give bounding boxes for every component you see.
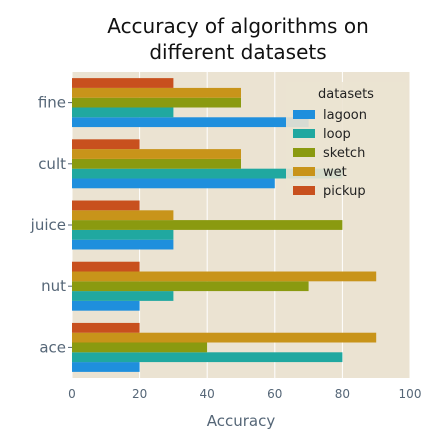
bar-fine-wet: [72, 87, 241, 98]
bar-cult-pickup: [72, 139, 140, 150]
legend-label-lagoon: lagoon: [323, 108, 367, 123]
category-label: ace: [39, 338, 66, 356]
bar-juice-wet: [72, 210, 174, 221]
legend-box: [286, 82, 407, 190]
legend-swatch-lagoon: [293, 110, 315, 119]
bar-ace-pickup: [72, 322, 140, 333]
bar-fine-loop: [72, 107, 174, 118]
x-tick-label: 0: [68, 387, 76, 401]
legend-swatch-loop: [293, 129, 315, 138]
bar-nut-pickup: [72, 261, 140, 272]
category-label: cult: [38, 155, 66, 173]
legend: datasets lagoon loop sketch wet pickup: [286, 82, 407, 199]
x-axis-label: Accuracy: [207, 412, 276, 430]
x-tick-labels: 0 20 40 60 80 100: [68, 387, 421, 401]
bar-fine-pickup: [72, 78, 174, 88]
legend-label-wet: wet: [323, 165, 347, 180]
x-tick-label: 80: [335, 387, 350, 401]
bar-fine-sketch: [72, 97, 241, 108]
bar-fine-lagoon: [72, 117, 309, 128]
bar-nut-loop: [72, 291, 174, 301]
x-tick-label: 40: [200, 387, 215, 401]
bar-ace-wet: [72, 332, 377, 343]
bar-ace-loop: [72, 352, 343, 363]
category-labels: ace nut juice cult fine: [30, 94, 72, 356]
chart-title-line-2: different datasets: [149, 40, 326, 64]
legend-swatch-sketch: [293, 148, 315, 157]
bar-ace-sketch: [72, 342, 208, 353]
legend-items: lagoon loop sketch wet pickup: [293, 108, 367, 199]
category-label: fine: [38, 94, 66, 112]
category-label: juice: [30, 216, 66, 234]
bar-juice-loop: [72, 229, 174, 240]
bar-cult-loop: [72, 168, 343, 179]
legend-label-sketch: sketch: [323, 146, 365, 161]
bar-cult-wet: [72, 149, 241, 159]
bar-nut-wet: [72, 271, 377, 282]
legend-swatch-pickup: [293, 186, 315, 195]
category-label: nut: [41, 277, 66, 295]
x-tick-label: 100: [399, 387, 422, 401]
bar-nut-lagoon: [72, 300, 140, 311]
legend-swatch-wet: [293, 167, 315, 176]
bar-cult-lagoon: [72, 178, 275, 189]
legend-title: datasets: [318, 87, 374, 102]
bar-cult-sketch: [72, 158, 241, 169]
chart-title-line-1: Accuracy of algorithms on: [107, 14, 369, 38]
bar-juice-lagoon: [72, 239, 174, 250]
bar-nut-sketch: [72, 281, 309, 292]
legend-label-loop: loop: [323, 127, 351, 142]
x-tick-label: 60: [267, 387, 282, 401]
bars: [72, 78, 377, 372]
legend-label-pickup: pickup: [323, 184, 366, 199]
x-tick-label: 20: [132, 387, 147, 401]
bar-ace-lagoon: [72, 362, 140, 372]
bar-juice-sketch: [72, 220, 343, 230]
bar-juice-pickup: [72, 200, 140, 211]
